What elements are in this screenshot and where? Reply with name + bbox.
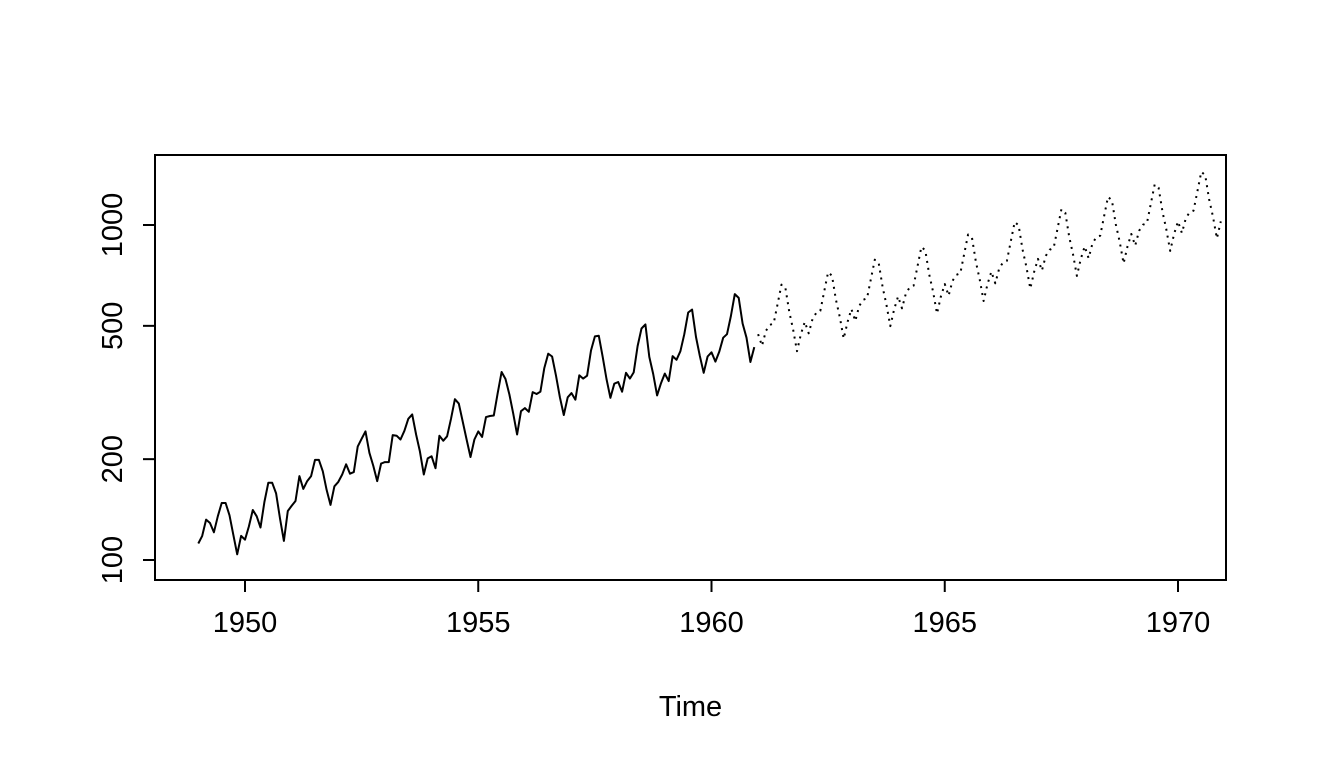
forecast-series-line [757, 170, 1222, 353]
y-tick-label: 100 [97, 536, 129, 584]
y-tick-label: 500 [97, 302, 129, 350]
y-tick-label: 1000 [97, 193, 129, 258]
x-tick-label: 1965 [912, 607, 977, 639]
x-axis-title: Time [659, 691, 722, 723]
plot-box [154, 154, 1227, 581]
x-tick-label: 1960 [679, 607, 744, 639]
observed-series-line [197, 293, 756, 556]
x-tick-label: 1955 [446, 607, 511, 639]
x-tick-label: 1950 [213, 607, 278, 639]
x-tick-label: 1970 [1146, 607, 1211, 639]
y-tick-label: 200 [97, 435, 129, 483]
